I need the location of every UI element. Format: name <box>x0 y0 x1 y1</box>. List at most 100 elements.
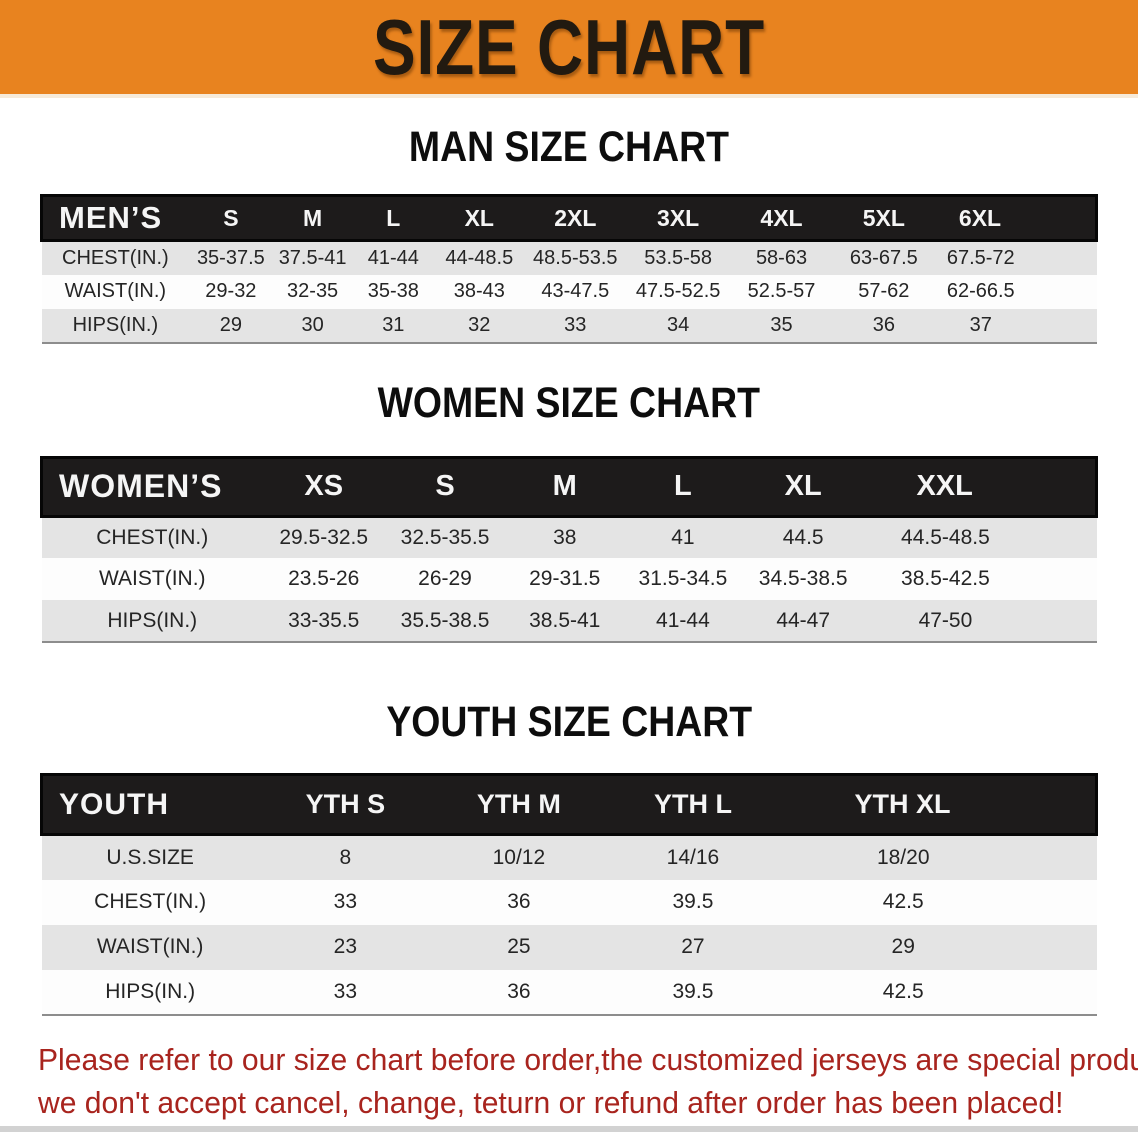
measurement-value: 43-47.5 <box>541 280 610 302</box>
measurement-value: 25 <box>507 935 531 958</box>
measurement-value: 41-44 <box>367 246 419 269</box>
measurement-row: WAIST(IN.) 23 25 27 29 <box>41 924 1097 970</box>
measurement-value: 10/12 <box>492 845 546 869</box>
measurement-value: 29-31.5 <box>529 567 601 590</box>
measurement-value: 35-38 <box>367 280 419 302</box>
size-column-header: YTH M <box>431 773 606 836</box>
measurement-value: 42.5 <box>882 890 924 913</box>
measurement-value: 58-63 <box>755 246 808 269</box>
measurement-value: 32 <box>468 313 491 336</box>
measurement-label: HIPS(IN.) <box>107 608 198 632</box>
youth-chart-heading: YOUTH SIZE CHART <box>0 699 1138 745</box>
measurement-row: U.S.SIZE 8 10/12 14/16 18/20 <box>41 834 1097 880</box>
size-column-header: 4XL <box>730 194 833 242</box>
measurement-row: HIPS(IN.) 33-35.5 35.5-38.5 38.5-41 41-44 44-… <box>41 600 1097 642</box>
measurement-value: 35.5-38.5 <box>400 608 490 632</box>
measurement-value: 38-43 <box>453 280 505 302</box>
measurement-value: 38 <box>553 525 577 549</box>
table-group-label: MEN’S <box>40 194 190 242</box>
measurement-value: 32-35 <box>287 280 339 302</box>
women-chart-heading-text: WOMEN SIZE CHART <box>377 378 761 427</box>
measurement-value: 47-50 <box>918 608 973 632</box>
youth-size-table: YOUTH YTH S YTH M YTH L YTH XL U.S.SIZE 8 10/12… <box>39 773 1098 1016</box>
measurement-value: 29-32 <box>205 280 257 302</box>
size-column-header: YTH L <box>605 773 780 836</box>
men-chart-heading-text: MAN SIZE CHART <box>408 123 730 171</box>
measurement-label: CHEST(IN.) <box>96 525 209 549</box>
table-group-label: WOMEN’S <box>40 455 264 518</box>
measurement-value: 36 <box>507 979 531 1003</box>
banner: SIZE CHART <box>0 0 1138 98</box>
measurement-label: CHEST(IN.) <box>94 890 207 913</box>
size-column-header: L <box>352 194 434 242</box>
measurement-value: 26-29 <box>418 567 472 590</box>
measurement-row: CHEST(IN.) 29.5-32.5 32.5-35.5 38 41 44.5 44.5… <box>41 516 1097 558</box>
measurement-value: 63-67.5 <box>849 246 918 269</box>
measurement-value: 36 <box>507 890 531 913</box>
measurement-value: 38.5-41 <box>529 608 601 632</box>
measurement-label: WAIST(IN.) <box>64 280 167 302</box>
size-column-header: YTH S <box>258 773 432 836</box>
measurement-label: U.S.SIZE <box>106 845 194 869</box>
men-section: MAN SIZE CHART MEN’S S M L XL 2XL 3XL 4XL 5XL 6XL… <box>0 124 1138 344</box>
size-column-header: 5XL <box>832 194 936 242</box>
size-header-row: MEN’S S M L XL 2XL 3XL 4XL 5XL 6XL <box>40 194 1099 242</box>
measurement-value: 31 <box>382 313 405 336</box>
measurement-value: 35 <box>770 313 793 336</box>
size-column-header: M <box>505 455 624 518</box>
measurement-value: 23.5-26 <box>288 567 360 590</box>
measurement-value: 39.5 <box>672 979 714 1003</box>
women-size-table: WOMEN’S XS S M L XL XXL CHEST(IN.) 29.5-32.5 32.5… <box>40 455 1099 643</box>
measurement-value: 44.5-48.5 <box>901 525 990 549</box>
measurement-value: 47.5-52.5 <box>635 280 721 302</box>
measurement-value: 8 <box>339 845 352 869</box>
youth-section: YOUTH SIZE CHART YOUTH YTH S YTH M YTH L YTH… <box>0 699 1138 1016</box>
order-disclaimer: Please refer to our size chart before or… <box>38 1038 1138 1124</box>
measurement-value: 34.5-38.5 <box>758 567 848 590</box>
men-size-table: MEN’S S M L XL 2XL 3XL 4XL 5XL 6XL CHEST(IN.) 35-37… <box>40 194 1099 344</box>
measurement-label: WAIST(IN.) <box>96 935 204 958</box>
women-section: WOMEN SIZE CHART WOMEN’S XS S M L XL XXL CHEST(… <box>0 380 1138 643</box>
men-chart-heading: MAN SIZE CHART <box>0 124 1138 170</box>
size-column-header: XS <box>263 455 385 518</box>
measurement-value: 23 <box>333 935 358 958</box>
size-header-row: WOMEN’S XS S M L XL XXL <box>40 455 1099 518</box>
measurement-value: 62-66.5 <box>946 280 1015 302</box>
measurement-label: CHEST(IN.) <box>62 246 169 269</box>
measurement-value: 53.5-58 <box>644 246 713 269</box>
size-column-header: XL <box>741 455 865 518</box>
measurement-value: 31.5-34.5 <box>638 567 728 590</box>
measurement-value: 42.5 <box>882 979 924 1003</box>
measurement-value: 44-47 <box>776 608 831 632</box>
size-column-header: 3XL <box>625 194 731 242</box>
measurement-label: WAIST(IN.) <box>99 567 206 590</box>
order-disclaimer-line-2: we don't accept cancel, change, teturn o… <box>38 1084 1064 1120</box>
measurement-value: 29.5-32.5 <box>279 525 369 549</box>
measurement-value: 48.5-53.5 <box>533 246 618 269</box>
measurement-value: 30 <box>301 313 324 336</box>
measurement-value: 18/20 <box>876 845 930 869</box>
measurement-value: 44.5 <box>782 525 824 549</box>
youth-chart-heading-text: YOUTH SIZE CHART <box>386 698 752 746</box>
bottom-edge-strip <box>0 1126 1138 1132</box>
banner-title: SIZE CHART <box>373 3 765 91</box>
table-group-label: YOUTH <box>39 773 259 836</box>
measurement-value: 29 <box>219 313 242 336</box>
size-column-header: XL <box>433 194 525 242</box>
measurement-value: 38.5-42.5 <box>901 567 990 590</box>
measurement-value: 41 <box>671 525 695 549</box>
measurement-row: CHEST(IN.) 33 36 39.5 42.5 <box>41 879 1097 925</box>
measurement-value: 29 <box>891 935 915 958</box>
measurement-value: 33 <box>333 890 358 913</box>
size-column-header: YTH XL <box>779 773 1098 836</box>
order-disclaimer-line-1: Please refer to our size chart before or… <box>38 1041 1138 1077</box>
size-column-header: 2XL <box>524 194 626 242</box>
size-column-header: 6XL <box>935 194 1099 242</box>
measurement-value: 33 <box>333 979 358 1003</box>
measurement-value: 34 <box>667 313 690 336</box>
measurement-value: 35-37.5 <box>196 246 265 269</box>
measurement-value: 39.5 <box>672 890 714 913</box>
size-column-header: L <box>623 455 742 518</box>
women-chart-heading: WOMEN SIZE CHART <box>0 380 1138 426</box>
